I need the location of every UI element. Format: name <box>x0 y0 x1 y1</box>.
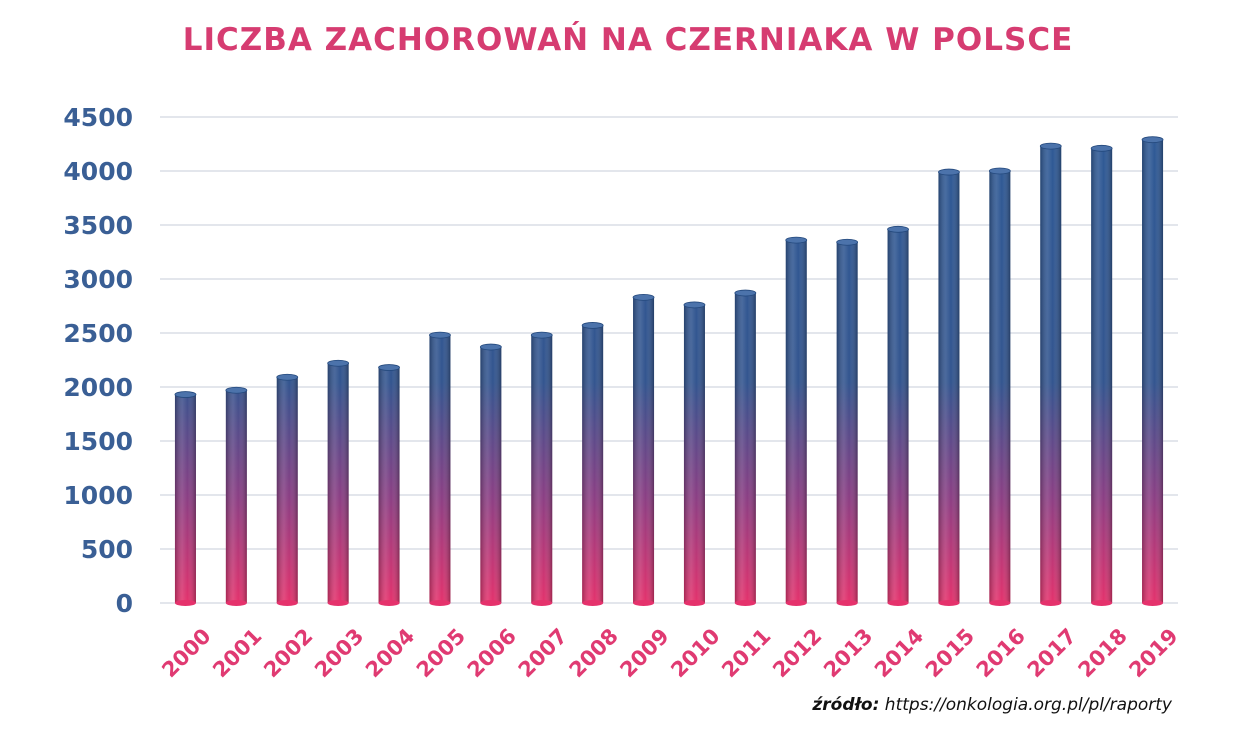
y-tick-label: 3500 <box>63 211 133 240</box>
y-tick-label: 2500 <box>63 319 133 348</box>
bar <box>887 225 909 606</box>
x-tick-label: 2015 <box>921 624 979 682</box>
chart-title: LICZBA ZACHOROWAŃ NA CZERNIAKA W POLSCE <box>182 22 1074 58</box>
x-tick-label: 2000 <box>157 624 215 682</box>
bar <box>988 167 1011 606</box>
bar <box>225 386 248 606</box>
x-tick-label: 2010 <box>666 624 724 682</box>
x-tick-label: 2003 <box>310 624 368 682</box>
x-tick-label: 2004 <box>361 624 419 682</box>
bar <box>581 322 604 606</box>
bars <box>174 136 1164 606</box>
x-tick-label: 2013 <box>819 624 877 682</box>
bar <box>276 373 299 606</box>
source-url[interactable]: https://onkologia.org.pl/pl/raporty <box>884 695 1172 715</box>
x-tick-label: 2007 <box>514 624 572 682</box>
x-tick-label: 2014 <box>870 624 928 682</box>
y-tick-label: 4000 <box>63 157 133 186</box>
x-tick-label: 2018 <box>1074 624 1132 682</box>
x-axis-ticks: 2000200120022003200420052006200720082009… <box>157 624 1182 682</box>
bar <box>327 359 350 606</box>
x-tick-label: 2011 <box>717 624 775 682</box>
bar <box>683 301 706 606</box>
bar <box>836 238 859 606</box>
x-tick-label: 2005 <box>412 624 470 682</box>
source-label: źródło: <box>812 695 880 715</box>
y-tick-label: 1500 <box>63 427 133 456</box>
x-tick-label: 2001 <box>208 624 266 682</box>
x-tick-label: 2009 <box>615 624 673 682</box>
y-tick-label: 500 <box>81 535 133 564</box>
bar <box>530 331 553 606</box>
y-tick-label: 0 <box>116 589 133 618</box>
y-tick-label: 4500 <box>63 103 133 132</box>
x-tick-label: 2017 <box>1023 624 1081 682</box>
source-note: źródło: https://onkologia.org.pl/pl/rapo… <box>812 695 1172 715</box>
x-tick-label: 2008 <box>565 624 623 682</box>
bar <box>632 293 655 606</box>
bar <box>174 391 197 606</box>
x-tick-label: 2019 <box>1124 624 1182 682</box>
y-tick-label: 3000 <box>63 265 133 294</box>
bar <box>938 168 960 606</box>
x-tick-label: 2016 <box>972 624 1030 682</box>
y-axis-ticks: 0 500 1000 1500 2000 2500 3000 3500 4000 4500 <box>63 103 133 618</box>
bar <box>734 289 757 606</box>
x-tick-label: 2012 <box>768 624 826 682</box>
x-tick-label: 2002 <box>259 624 317 682</box>
y-tick-label: 1000 <box>63 481 133 510</box>
bar <box>785 236 808 606</box>
y-tick-label: 2000 <box>63 373 133 402</box>
bar <box>1039 142 1062 606</box>
bar <box>1141 136 1164 606</box>
x-tick-label: 2006 <box>463 624 521 682</box>
bar <box>479 343 502 606</box>
gridlines <box>160 116 1178 604</box>
bar <box>378 364 400 606</box>
bar <box>429 331 451 606</box>
bar <box>1090 144 1113 606</box>
